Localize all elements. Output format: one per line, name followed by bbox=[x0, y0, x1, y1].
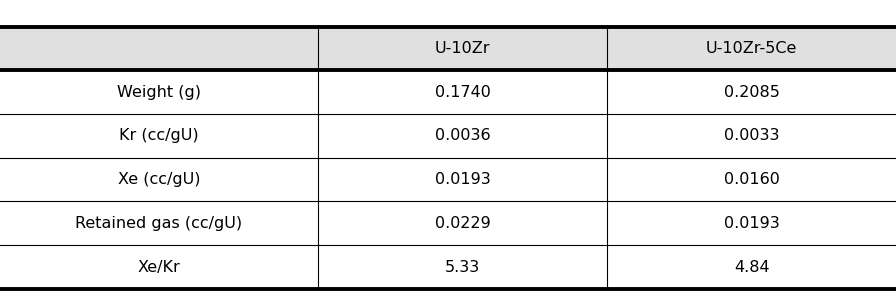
Text: 0.2085: 0.2085 bbox=[724, 85, 780, 100]
Bar bbox=[0, 158, 896, 201]
Text: 5.33: 5.33 bbox=[445, 259, 480, 275]
Text: 0.0160: 0.0160 bbox=[724, 172, 780, 187]
Text: U-10Zr: U-10Zr bbox=[435, 41, 490, 56]
Text: Xe/Kr: Xe/Kr bbox=[138, 259, 180, 275]
Bar bbox=[0, 114, 896, 158]
Text: Weight (g): Weight (g) bbox=[117, 85, 201, 100]
Text: 0.0193: 0.0193 bbox=[724, 216, 780, 231]
Bar bbox=[0, 70, 896, 114]
Text: Kr (cc/gU): Kr (cc/gU) bbox=[119, 129, 199, 143]
Bar bbox=[0, 245, 896, 289]
Text: 0.1740: 0.1740 bbox=[435, 85, 491, 100]
Text: 0.0229: 0.0229 bbox=[435, 216, 491, 231]
Text: 0.0193: 0.0193 bbox=[435, 172, 491, 187]
Text: 0.0033: 0.0033 bbox=[724, 129, 780, 143]
Text: 0.0036: 0.0036 bbox=[435, 129, 491, 143]
Text: Xe (cc/gU): Xe (cc/gU) bbox=[117, 172, 201, 187]
Bar bbox=[0, 201, 896, 245]
Text: Retained gas (cc/gU): Retained gas (cc/gU) bbox=[75, 216, 243, 231]
Bar bbox=[0, 27, 896, 70]
Text: 4.84: 4.84 bbox=[734, 259, 770, 275]
Text: U-10Zr-5Ce: U-10Zr-5Ce bbox=[706, 41, 797, 56]
